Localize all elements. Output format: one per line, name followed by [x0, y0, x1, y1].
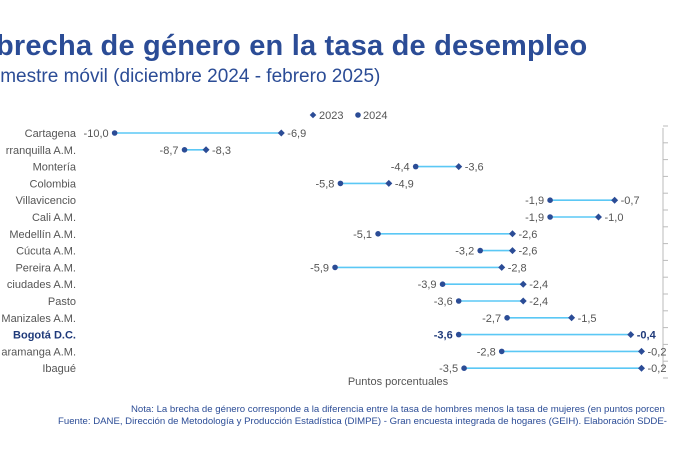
- category-label: Montería: [33, 162, 77, 174]
- point-2023: [519, 280, 527, 288]
- category-label: Cúcuta A.M.: [16, 246, 76, 258]
- point-2024: [477, 247, 484, 254]
- legend-marker-2023: [309, 111, 317, 119]
- data-label-right: -2,4: [529, 296, 548, 308]
- data-label-right: -0,2: [647, 363, 666, 375]
- x-axis-title: Puntos porcentuales: [348, 376, 449, 388]
- category-label: ciudades A.M.: [7, 279, 76, 291]
- legend-label-2023: 2023: [319, 110, 343, 122]
- data-label-right: -8,3: [212, 145, 231, 157]
- legend-label-2024: 2024: [363, 110, 387, 122]
- data-label-right: -1,0: [604, 212, 623, 224]
- point-2023: [385, 179, 393, 187]
- data-label-right: -2,6: [518, 229, 537, 241]
- footnote-note: Nota: La brecha de género corresponde a …: [131, 404, 665, 415]
- category-label: Medellín A.M.: [9, 229, 76, 241]
- data-label-left: -3,9: [418, 279, 437, 291]
- data-label-right: -1,5: [578, 313, 597, 325]
- category-label: Villavicencio: [16, 195, 76, 207]
- category-label: Pasto: [48, 296, 76, 308]
- data-label-left: -5,8: [315, 178, 334, 190]
- point-2024: [412, 163, 419, 170]
- footnote-source: Fuente: DANE, Dirección de Metodología y…: [58, 416, 667, 427]
- point-2024: [332, 264, 338, 271]
- point-2023: [202, 146, 210, 154]
- data-label-right: -6,9: [287, 128, 306, 140]
- data-label-left: -3,6: [434, 330, 453, 342]
- chart-subtitle: imestre móvil (diciembre 2024 - febrero …: [0, 66, 381, 87]
- category-label: Manizales A.M.: [1, 313, 76, 325]
- point-2023: [455, 163, 463, 171]
- point-2024: [547, 197, 553, 203]
- data-label-right: -0,4: [637, 330, 657, 342]
- category-label: Ibagué: [42, 363, 76, 375]
- data-label-left: -1,9: [525, 195, 544, 207]
- point-2023: [594, 213, 602, 221]
- point-2023: [627, 331, 635, 339]
- data-label-left: -3,5: [439, 363, 458, 375]
- category-label: Colombia: [30, 178, 77, 190]
- data-label-right: -0,2: [647, 346, 666, 358]
- point-2023: [508, 247, 516, 255]
- category-label: Bogotá D.C.: [13, 330, 76, 342]
- point-2023: [637, 347, 645, 355]
- point-2024: [439, 281, 446, 287]
- data-label-left: -5,1: [353, 229, 372, 241]
- point-2024: [375, 231, 381, 237]
- data-label-left: -2,7: [482, 313, 501, 325]
- point-2023: [637, 364, 645, 372]
- legend-marker-2024: [355, 112, 361, 118]
- data-label-left: -4,4: [391, 162, 410, 174]
- point-2024: [455, 331, 462, 338]
- point-2024: [461, 365, 467, 372]
- category-label: rranquilla A.M.: [6, 145, 76, 157]
- data-label-left: -3,2: [455, 246, 474, 258]
- data-label-left: -10,0: [84, 128, 109, 140]
- category-label: Cali A.M.: [32, 212, 76, 224]
- point-2024: [111, 130, 118, 136]
- point-2024: [181, 147, 188, 153]
- point-2024: [455, 298, 462, 304]
- data-label-left: -5,9: [310, 262, 329, 274]
- point-2024: [498, 348, 505, 355]
- data-label-left: -3,6: [434, 296, 453, 308]
- category-label: Pereira A.M.: [15, 262, 76, 274]
- point-2023: [498, 263, 506, 271]
- data-label-left: -1,9: [525, 212, 544, 224]
- point-2024: [337, 180, 344, 187]
- point-2024: [547, 214, 553, 220]
- data-label-left: -2,8: [477, 346, 496, 358]
- point-2024: [504, 315, 510, 321]
- data-label-right: -2,8: [508, 262, 527, 274]
- data-label-right: -4,9: [395, 178, 414, 190]
- chart-title: brecha de género en la tasa de desempleo: [0, 30, 588, 62]
- point-2023: [568, 314, 576, 322]
- data-label-right: -2,4: [529, 279, 548, 291]
- point-2023: [277, 129, 285, 137]
- data-label-left: -8,7: [160, 145, 179, 157]
- data-label-right: -0,7: [621, 195, 640, 207]
- category-label: aramanga A.M.: [1, 346, 76, 358]
- data-label-right: -3,6: [465, 162, 484, 174]
- point-2023: [519, 297, 527, 305]
- point-2023: [508, 230, 516, 238]
- category-label: Cartagena: [25, 128, 77, 140]
- point-2023: [611, 196, 619, 204]
- dumbbell-chart: 2023 2024 Cartagena -10,0 -6,9 rranquilla A.M…: [1, 110, 668, 388]
- data-label-right: -2,6: [518, 246, 537, 258]
